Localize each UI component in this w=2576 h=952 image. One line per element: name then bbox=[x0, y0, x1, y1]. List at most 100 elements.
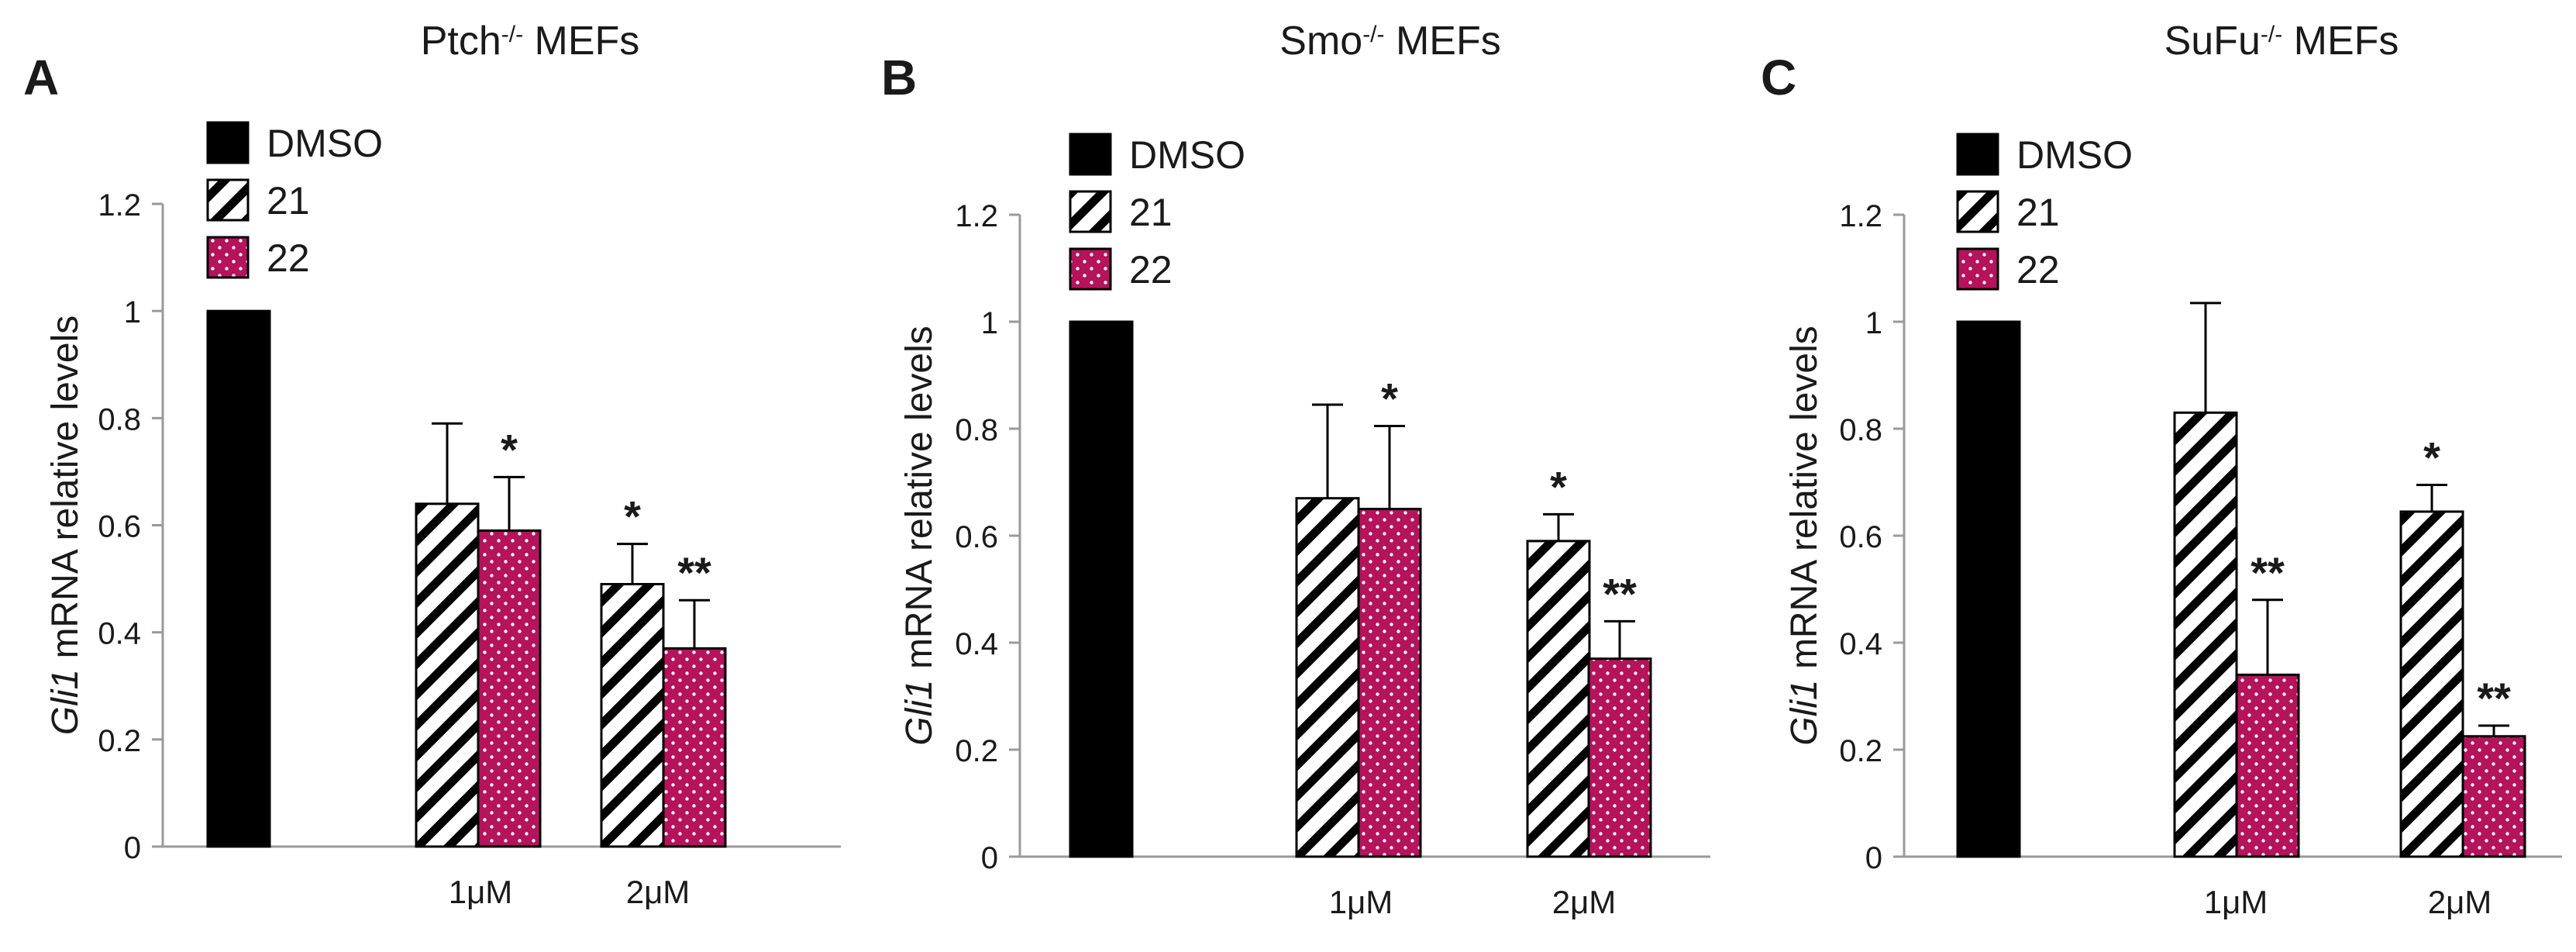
x-category-label: 2μM bbox=[1552, 884, 1617, 920]
legend-label: DMSO bbox=[267, 122, 383, 165]
y-axis-label: Gli1 mRNA relative levels bbox=[45, 316, 86, 736]
bar-compound-21 bbox=[2399, 510, 2464, 858]
bar-compound-21 bbox=[600, 582, 665, 848]
x-category-label: 2μM bbox=[2428, 884, 2492, 920]
y-tick-label: 0 bbox=[1865, 841, 1882, 875]
chart-title-superscript: -/- bbox=[1362, 22, 1384, 47]
chart-title: Ptch-/- MEFs bbox=[421, 19, 640, 64]
y-tick-label: 0.8 bbox=[1839, 413, 1882, 447]
legend-swatch-compound-22 bbox=[206, 236, 250, 279]
legend-swatch-compound-22 bbox=[1956, 247, 1999, 291]
y-tick-label: 0 bbox=[124, 831, 141, 865]
x-category-label: 1μM bbox=[2204, 884, 2268, 920]
significance-mark: * bbox=[1381, 374, 1398, 423]
legend: DMSO 21 22 bbox=[1956, 133, 2133, 291]
legend-swatch-dmso bbox=[1956, 133, 1999, 176]
x-category-label: 1μM bbox=[449, 874, 513, 910]
panel-letter: B bbox=[881, 50, 917, 105]
y-axis-label-text: mRNA relative levels bbox=[1784, 326, 1825, 679]
significance-mark: ** bbox=[2477, 674, 2511, 723]
chart-title-superscript: -/- bbox=[2261, 22, 2282, 47]
significance-mark: ** bbox=[677, 548, 711, 597]
panel-letter: A bbox=[23, 50, 59, 105]
chart-panel-a: A Ptch-/- MEFs Gli1 mRNA relative levels 0 0… bbox=[23, 19, 841, 910]
y-axis-label-text: mRNA relative levels bbox=[45, 316, 86, 669]
significance-mark: ** bbox=[1603, 569, 1637, 618]
legend-label: 21 bbox=[267, 179, 310, 222]
bar-dmso bbox=[1956, 320, 2021, 858]
bar-dmso bbox=[1069, 320, 1134, 858]
bar-compound-22 bbox=[2235, 673, 2300, 858]
bar-compound-21 bbox=[1295, 497, 1360, 858]
y-axis-label-text: mRNA relative levels bbox=[899, 326, 940, 679]
bar-compound-22 bbox=[2461, 735, 2526, 858]
legend-swatch-compound-22 bbox=[1069, 247, 1112, 291]
chart-title-name: SuFu bbox=[2164, 19, 2261, 64]
y-axis-label-gene: Gli1 bbox=[899, 679, 940, 745]
y-tick-label: 1.2 bbox=[98, 188, 141, 222]
chart-title-superscript: -/- bbox=[501, 22, 523, 47]
y-tick-label: 0.4 bbox=[1839, 627, 1882, 661]
bar-compound-21 bbox=[415, 502, 480, 848]
legend-label: DMSO bbox=[2016, 133, 2133, 177]
bar-compound-21 bbox=[2173, 411, 2238, 858]
significance-mark: * bbox=[1550, 462, 1567, 511]
legend: DMSO 21 22 bbox=[1069, 133, 1245, 291]
legend-label: 22 bbox=[267, 236, 310, 280]
y-tick-label: 0.6 bbox=[1839, 520, 1882, 554]
chart-panel-c: C SuFu-/- MEFs Gli1 mRNA relative levels 0 0… bbox=[1761, 19, 2562, 920]
y-tick-label: 0.6 bbox=[98, 510, 141, 544]
y-tick-label: 0.2 bbox=[955, 734, 998, 768]
chart-title-suffix: MEFs bbox=[1385, 19, 1501, 64]
y-axis-label-gene: Gli1 bbox=[1784, 679, 1825, 745]
bar-compound-21 bbox=[1526, 540, 1591, 858]
bar-dmso bbox=[206, 309, 271, 848]
significance-mark: ** bbox=[2251, 548, 2285, 597]
x-category-label: 1μM bbox=[1329, 884, 1393, 920]
chart-title-name: Ptch bbox=[421, 19, 501, 64]
y-tick-label: 0.4 bbox=[955, 627, 998, 661]
significance-mark: * bbox=[2423, 433, 2440, 481]
y-tick-label: 1.2 bbox=[1839, 199, 1882, 233]
y-axis-label: Gli1 mRNA relative levels bbox=[1784, 326, 1825, 746]
legend-swatch-compound-21 bbox=[1956, 190, 1999, 233]
y-tick-label: 0.6 bbox=[955, 520, 998, 554]
significance-mark: * bbox=[624, 492, 641, 541]
chart-title-suffix: MEFs bbox=[2282, 19, 2399, 64]
y-tick-label: 0.2 bbox=[98, 724, 141, 758]
legend-label: 22 bbox=[2016, 248, 2060, 291]
legend-label: 21 bbox=[1129, 191, 1173, 234]
panel-letter: C bbox=[1761, 50, 1796, 105]
legend-swatch-compound-21 bbox=[206, 178, 250, 222]
chart-title: Smo-/- MEFs bbox=[1279, 19, 1500, 64]
y-tick-label: 0.8 bbox=[98, 402, 141, 436]
chart-panel-b: B Smo-/- MEFs Gli1 mRNA relative levels 0 0.… bbox=[881, 19, 1710, 920]
legend-swatch-dmso bbox=[1069, 133, 1112, 176]
legend: DMSO 21 22 bbox=[206, 121, 383, 280]
y-tick-label: 0.4 bbox=[98, 617, 141, 651]
bar-compound-22 bbox=[662, 647, 727, 848]
y-tick-label: 1 bbox=[981, 306, 998, 340]
chart-title-suffix: MEFs bbox=[523, 19, 639, 64]
y-axis-label: Gli1 mRNA relative levels bbox=[899, 326, 940, 746]
legend-label: 22 bbox=[1129, 248, 1173, 291]
legend-label: 21 bbox=[2016, 191, 2060, 234]
bar-compound-22 bbox=[1587, 657, 1652, 858]
chart-title-name: Smo bbox=[1279, 19, 1362, 64]
y-tick-label: 1 bbox=[1865, 306, 1882, 340]
y-tick-label: 1.2 bbox=[955, 199, 998, 233]
bar-compound-22 bbox=[1357, 508, 1422, 858]
y-tick-label: 1 bbox=[124, 295, 141, 329]
y-tick-label: 0 bbox=[981, 841, 998, 875]
y-tick-label: 0.2 bbox=[1839, 734, 1882, 768]
x-category-label: 2μM bbox=[626, 874, 690, 910]
bar-compound-22 bbox=[477, 529, 542, 848]
legend-swatch-compound-21 bbox=[1069, 190, 1112, 233]
significance-mark: * bbox=[501, 425, 518, 474]
legend-swatch-dmso bbox=[206, 121, 250, 164]
y-axis-label-gene: Gli1 bbox=[45, 669, 86, 735]
legend-label: DMSO bbox=[1129, 133, 1245, 177]
chart-title: SuFu-/- MEFs bbox=[2164, 19, 2399, 64]
y-tick-label: 0.8 bbox=[955, 413, 998, 447]
